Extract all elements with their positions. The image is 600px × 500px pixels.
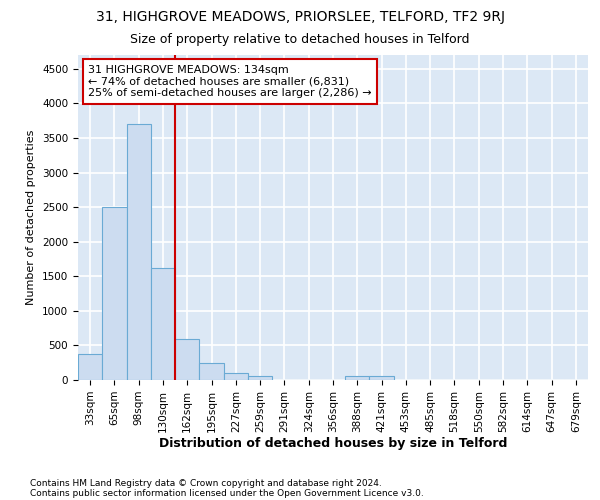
Bar: [78, 354, 102, 380]
Text: 31, HIGHGROVE MEADOWS, PRIORSLEE, TELFORD, TF2 9RJ: 31, HIGHGROVE MEADOWS, PRIORSLEE, TELFOR…: [95, 10, 505, 24]
Text: Size of property relative to detached houses in Telford: Size of property relative to detached ho…: [130, 32, 470, 46]
Text: Contains public sector information licensed under the Open Government Licence v3: Contains public sector information licen…: [30, 488, 424, 498]
Bar: [370, 376, 394, 380]
X-axis label: Distribution of detached houses by size in Telford: Distribution of detached houses by size …: [159, 438, 507, 450]
Bar: [224, 373, 248, 380]
Bar: [127, 124, 151, 380]
Text: Contains HM Land Registry data © Crown copyright and database right 2024.: Contains HM Land Registry data © Crown c…: [30, 478, 382, 488]
Bar: [102, 207, 127, 380]
Bar: [199, 364, 224, 380]
Y-axis label: Number of detached properties: Number of detached properties: [26, 130, 37, 305]
Bar: [248, 376, 272, 380]
Bar: [175, 339, 199, 380]
Bar: [345, 376, 370, 380]
Text: 31 HIGHGROVE MEADOWS: 134sqm
← 74% of detached houses are smaller (6,831)
25% of: 31 HIGHGROVE MEADOWS: 134sqm ← 74% of de…: [88, 64, 372, 98]
Bar: [151, 268, 175, 380]
